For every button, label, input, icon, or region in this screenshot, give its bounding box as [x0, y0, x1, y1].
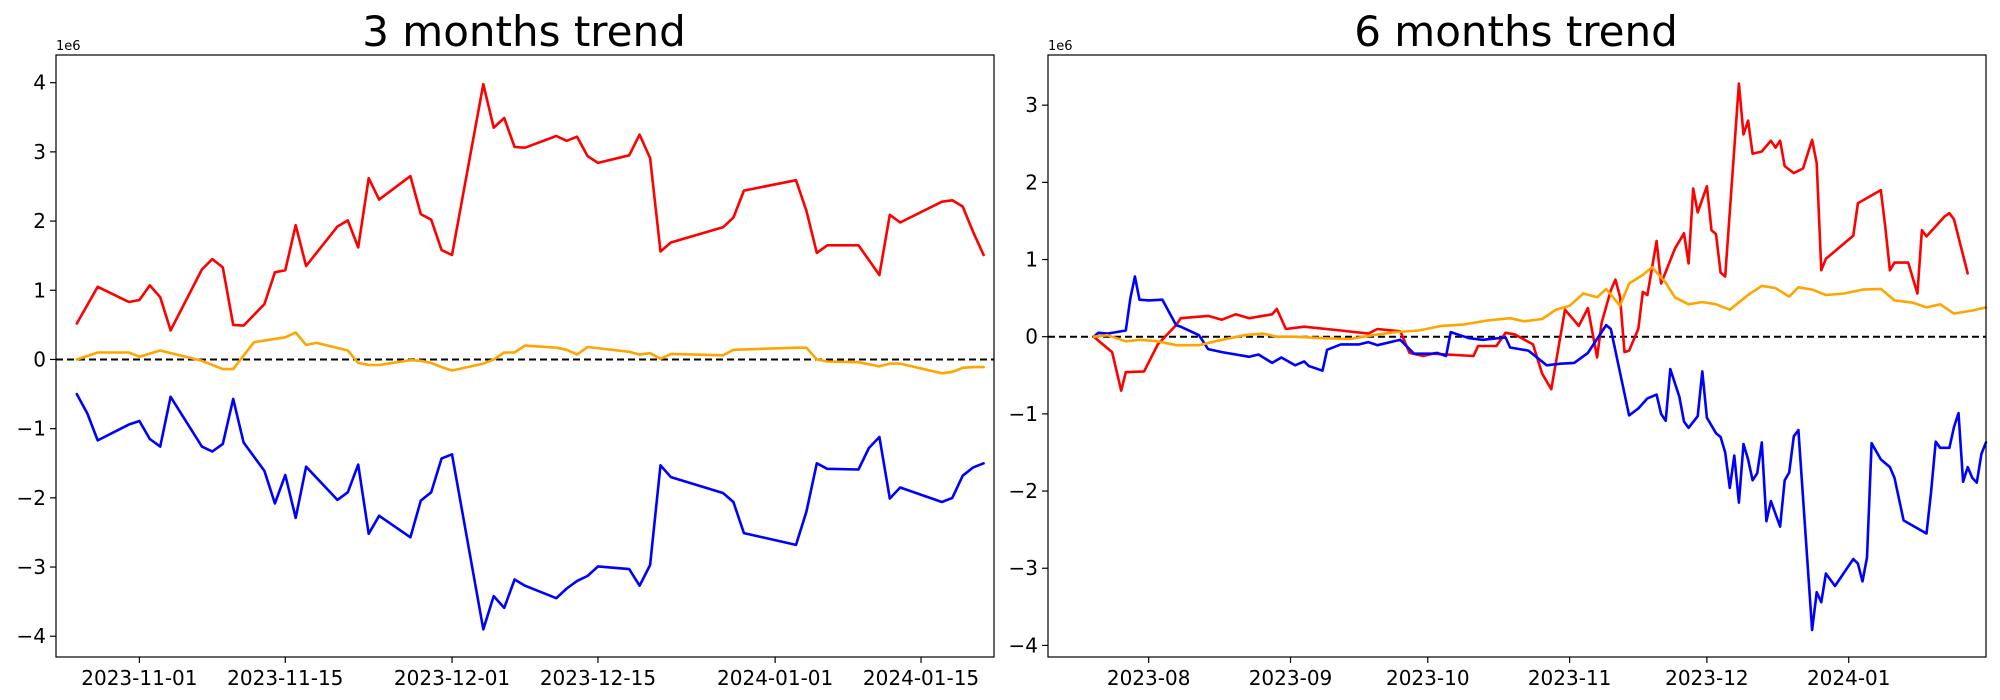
series-line-orange: [75, 331, 985, 375]
plot-frame: [1047, 54, 1987, 658]
y-tick-label: −2: [17, 486, 46, 510]
series-line-red: [1092, 82, 1969, 393]
x-tick-label: 2023-11: [1528, 666, 1612, 690]
x-tick-label: 2023-08: [1107, 666, 1191, 690]
y-tick-label: 4: [33, 71, 46, 95]
chart-title: 3 months trend: [362, 7, 686, 56]
plot-area: 2023-11-01 2023-11-15 2023-12-01 2023-12-15…: [17, 54, 995, 690]
y-tick-label: 1: [1025, 248, 1038, 272]
y-tick-label: −1: [17, 417, 46, 441]
y-tick-label: −3: [1009, 556, 1038, 580]
plot-area: 2023-08 2023-09 2023-10 2023-11 2023-12 2024-…: [1009, 54, 1988, 690]
x-tick-label: 2024-01-01: [717, 666, 833, 690]
y-tick-label: 1: [33, 278, 46, 302]
series-line-orange: [1092, 265, 1988, 347]
series-line-blue: [75, 392, 985, 631]
y-tick-label: −4: [17, 624, 46, 648]
y-tick-label: −1: [1009, 402, 1038, 426]
x-tick-label: 2024-01-15: [863, 666, 979, 690]
series-line-blue: [1092, 275, 1988, 632]
y-tick-label: 2: [1025, 170, 1038, 194]
x-tick-label: 2023-09: [1249, 666, 1333, 690]
y-tick-label: 0: [33, 347, 46, 371]
y-axis-offset-label: 1e6: [56, 39, 81, 54]
y-tick-label: −3: [17, 555, 46, 579]
y-tick-label: 2: [33, 209, 46, 233]
x-tick-label: 2023-12: [1665, 666, 1749, 690]
y-axis-offset-label: 1e6: [1048, 39, 1073, 54]
x-tick-label: 2024-01: [1807, 666, 1891, 690]
plot-frame: [55, 54, 995, 658]
x-tick-label: 2023-12-15: [540, 666, 656, 690]
y-tick-label: −4: [1009, 633, 1038, 657]
y-tick-label: −2: [1009, 479, 1038, 503]
chart-3-months: 3 months trend 1e6 2023-11-01 2023-11-15 2…: [17, 7, 995, 690]
y-tick-label: 3: [33, 140, 46, 164]
x-tick-label: 2023-11-01: [81, 666, 197, 690]
chart-title: 6 months trend: [1354, 7, 1678, 56]
y-tick-label: 0: [1025, 325, 1038, 349]
x-tick-label: 2023-10: [1386, 666, 1470, 690]
series-line-red: [75, 82, 985, 332]
x-tick-label: 2023-12-01: [394, 666, 510, 690]
x-tick-label: 2023-11-15: [227, 666, 343, 690]
chart-6-months: 6 months trend 1e6 2023-08 2023-09 2023-10…: [1009, 7, 1988, 690]
y-tick-label: 3: [1025, 93, 1038, 117]
